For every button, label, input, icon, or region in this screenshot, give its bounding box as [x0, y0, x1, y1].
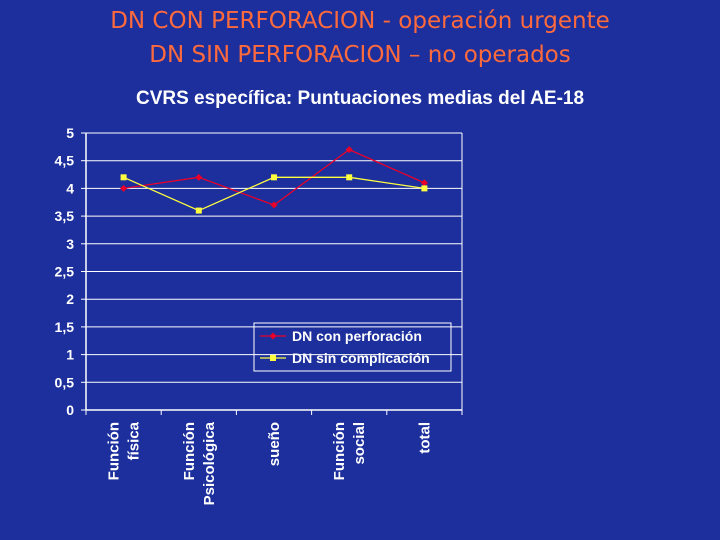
chart-subtitle: CVRS específica: Puntuaciones medias del…	[135, 88, 585, 109]
data-point	[346, 174, 353, 181]
data-point	[345, 146, 353, 154]
y-tick-label: 4,5	[55, 153, 75, 169]
legend-label: DN con perforación	[292, 328, 422, 344]
legend-marker	[270, 355, 276, 361]
data-point	[195, 173, 203, 181]
y-tick-label: 3,5	[55, 208, 75, 224]
x-tick-label: total	[416, 422, 433, 454]
legend-label: DN sin complicación	[292, 350, 430, 366]
slide-title-line-2: DN SIN PERFORACION – no operados	[149, 42, 571, 68]
x-tick-label: sueño	[266, 422, 283, 466]
y-tick-label: 0	[66, 402, 74, 418]
y-tick-label: 3	[66, 236, 74, 252]
x-tick-label: Función	[106, 422, 123, 480]
data-point	[120, 184, 128, 192]
x-tick-label: Psicológica	[201, 421, 218, 505]
y-tick-label: 1	[66, 347, 74, 363]
data-point	[421, 185, 428, 192]
y-tick-label: 1,5	[55, 319, 75, 335]
y-tick-label: 2	[66, 291, 74, 307]
y-tick-label: 0,5	[55, 374, 75, 390]
data-point	[195, 207, 202, 214]
data-point	[420, 179, 428, 187]
data-point	[271, 174, 277, 181]
x-tick-label: Función	[181, 422, 198, 480]
legend-marker	[269, 332, 277, 340]
legend-box	[253, 322, 452, 372]
data-point	[120, 174, 127, 181]
y-tick-label: 2,5	[55, 264, 75, 280]
x-tick-label: social	[351, 422, 368, 465]
y-tick-label: 4	[66, 180, 74, 196]
data-point	[270, 201, 278, 209]
x-tick-label: física	[126, 421, 143, 460]
x-tick-label: Función	[331, 422, 348, 480]
y-tick-label: 5	[66, 125, 74, 141]
slide-title-line-1: DN CON PERFORACION - operación urgente	[110, 8, 610, 34]
